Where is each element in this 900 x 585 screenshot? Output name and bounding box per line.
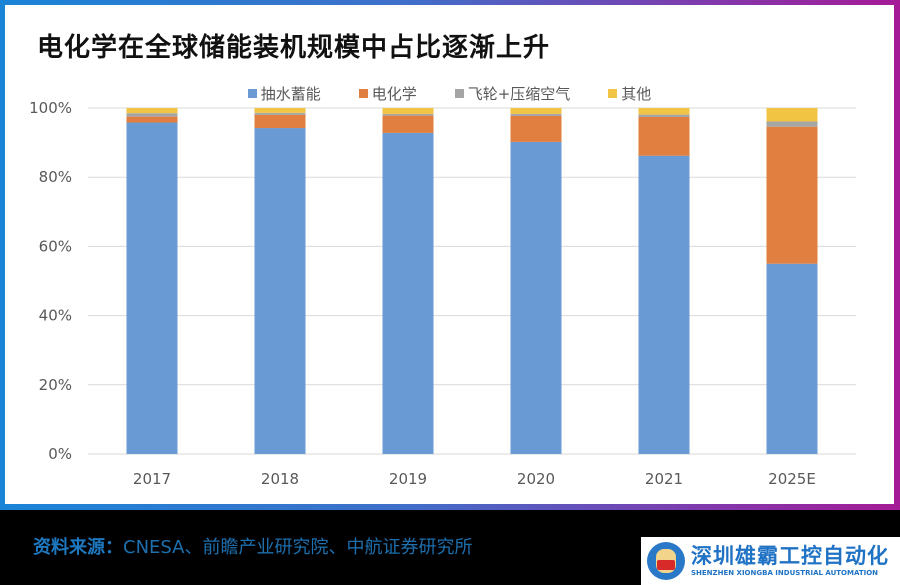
y-tick-label: 20%	[39, 376, 72, 394]
bar-segment-series-2	[254, 112, 306, 115]
x-axis-tick-labels: 2017 2018 2019 2020 2021 2025E	[133, 470, 816, 488]
bar-stack-2020	[510, 108, 562, 454]
bar-stack-2025E	[766, 108, 818, 454]
bar-segment-series-0	[638, 155, 690, 455]
y-tick-label: 60%	[39, 237, 72, 255]
y-tick-label: 80%	[39, 168, 72, 186]
y-tick-label: 0%	[48, 445, 72, 463]
legend: 抽水蓄能 电化学 飞轮+压缩空气 其他	[5, 83, 894, 104]
legend-item-other: 其他	[608, 83, 651, 104]
bar-segment-series-0	[382, 132, 434, 455]
gridlines	[88, 107, 856, 455]
chart-title: 电化学在全球储能装机规模中占比逐渐上升	[37, 33, 551, 63]
bar-stack-2021	[638, 108, 690, 455]
x-tick-label: 2021	[645, 470, 683, 488]
legend-item-pumped-hydro: 抽水蓄能	[247, 83, 321, 104]
legend-swatch	[608, 89, 618, 98]
source-text: CNESA、前瞻产业研究院、中航证券研究所	[123, 537, 473, 558]
chart-frame: 电化学在全球储能装机规模中占比逐渐上升 抽水蓄能 电化学 飞轮+压缩空气 其他 …	[0, 0, 900, 510]
bar-segment-series-3	[126, 108, 178, 114]
bar-segment-series-1	[510, 115, 562, 142]
stacked-bar-chart: 0%20%40%60%80%100% 2017 2018 2019 2020 2021 2…	[29, 99, 856, 488]
bar-segment-series-3	[638, 108, 690, 115]
bar-segment-series-3	[766, 108, 818, 122]
x-tick-label: 2020	[517, 470, 555, 488]
bar-segment-series-2	[766, 121, 818, 127]
y-tick-label: 40%	[39, 307, 72, 325]
legend-label: 电化学	[371, 85, 417, 103]
bar-segment-series-1	[638, 116, 690, 156]
x-tick-label: 2025E	[768, 470, 816, 488]
bar-segment-series-3	[382, 108, 434, 114]
bar-stack-2017	[126, 108, 178, 455]
bear-mascot-icon	[647, 542, 685, 580]
legend-label: 飞轮+压缩空气	[467, 85, 571, 103]
legend-label: 其他	[621, 85, 652, 103]
logo-name-cn: 深圳雄霸工控自动化	[691, 544, 889, 568]
legend-item-flywheel-compressed-air: 飞轮+压缩空气	[454, 83, 571, 104]
bar-segment-series-0	[510, 141, 562, 454]
bar-segment-series-0	[254, 128, 306, 454]
x-tick-label: 2017	[133, 470, 171, 488]
y-axis-tick-labels: 0% 20% 40% 60% 80% 100%	[29, 99, 72, 463]
bar-segment-series-1	[766, 126, 818, 264]
company-logo: 深圳雄霸工控自动化 SHENZHEN XIONGBA INDUSTRIAL AU…	[641, 537, 900, 585]
bar-stack-2018	[254, 108, 306, 454]
bar-segment-series-1	[382, 115, 434, 133]
bar-segment-series-3	[254, 108, 306, 113]
legend-swatch	[454, 89, 464, 98]
bar-segment-series-0	[766, 263, 818, 454]
source-note: 资料来源：CNESA、前瞻产业研究院、中航证券研究所	[33, 533, 472, 559]
legend-label: 抽水蓄能	[260, 85, 321, 103]
legend-swatch	[247, 89, 257, 98]
bar-segment-series-2	[126, 113, 178, 117]
bar-segment-series-1	[126, 116, 178, 123]
bar-segment-series-3	[510, 108, 562, 114]
legend-item-electrochemical: 电化学	[358, 83, 417, 104]
source-label: 资料来源：	[33, 537, 123, 558]
bar-segment-series-0	[126, 122, 178, 455]
bars	[126, 108, 818, 455]
bar-stack-2019	[382, 108, 434, 455]
bar-segment-series-2	[638, 114, 690, 117]
x-tick-label: 2018	[261, 470, 299, 488]
logo-name-en: SHENZHEN XIONGBA INDUSTRIAL AUTOMATION	[691, 569, 879, 577]
x-tick-label: 2019	[389, 470, 427, 488]
bar-segment-series-1	[254, 114, 306, 129]
bar-segment-series-2	[510, 113, 562, 116]
bar-segment-series-2	[382, 113, 434, 116]
y-tick-label: 100%	[29, 99, 72, 117]
legend-swatch	[358, 89, 368, 98]
